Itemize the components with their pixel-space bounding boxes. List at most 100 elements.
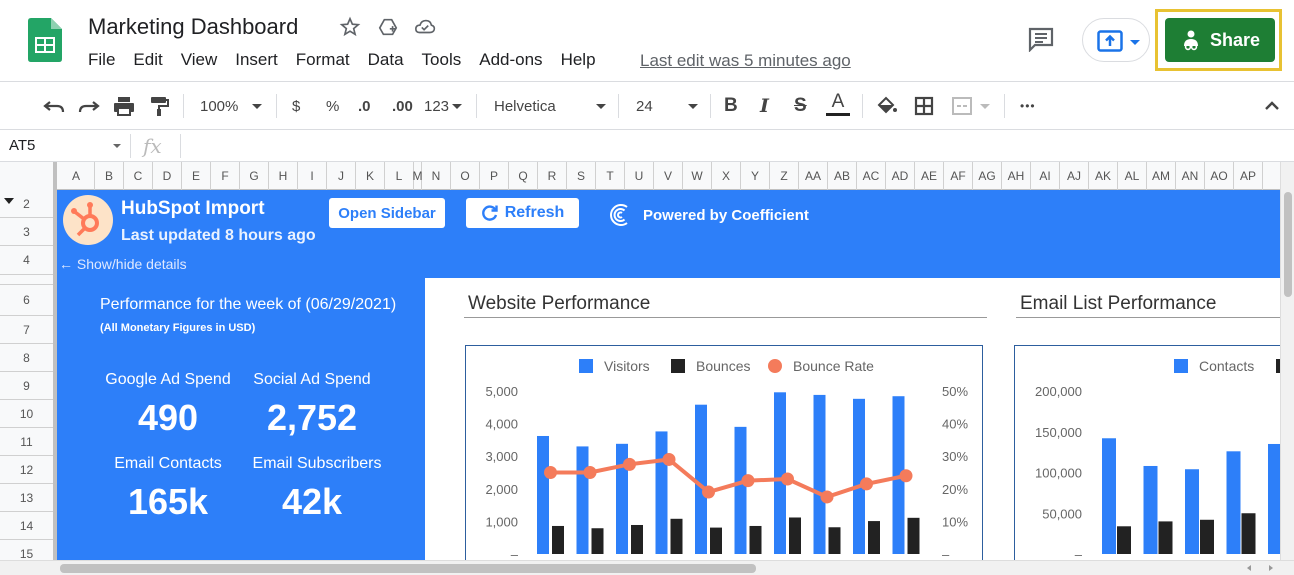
row-header[interactable]: 11 bbox=[0, 428, 53, 456]
column-header[interactable]: E bbox=[182, 162, 211, 190]
row-header[interactable] bbox=[0, 275, 53, 285]
column-header[interactable]: AE bbox=[915, 162, 944, 190]
column-header[interactable]: L bbox=[385, 162, 414, 190]
row-header[interactable]: 4 bbox=[0, 246, 53, 275]
column-header[interactable]: V bbox=[654, 162, 683, 190]
menu-add-ons[interactable]: Add-ons bbox=[479, 50, 543, 69]
row-group-toggle-icon[interactable] bbox=[4, 198, 14, 204]
zoom-select[interactable]: 100% bbox=[200, 94, 263, 118]
column-header[interactable]: AG bbox=[973, 162, 1002, 190]
column-header[interactable]: Z bbox=[770, 162, 799, 190]
horizontal-scroll-thumb[interactable] bbox=[60, 564, 756, 573]
column-header[interactable]: I bbox=[298, 162, 327, 190]
italic-button[interactable]: I bbox=[760, 95, 769, 117]
borders-icon[interactable] bbox=[912, 94, 936, 118]
fill-color-icon[interactable] bbox=[874, 94, 898, 118]
website-performance-chart[interactable]: 5,000 4,000 3,000 2,000 1,000 – 50% 40% 30% 20% 10… bbox=[465, 345, 983, 560]
column-header[interactable]: AN bbox=[1176, 162, 1205, 190]
column-header[interactable]: Y bbox=[741, 162, 770, 190]
column-header[interactable]: AB bbox=[828, 162, 857, 190]
column-header[interactable]: O bbox=[451, 162, 480, 190]
menu-help[interactable]: Help bbox=[560, 50, 596, 69]
scroll-right-icon[interactable] bbox=[1266, 563, 1276, 573]
column-header[interactable]: N bbox=[422, 162, 451, 190]
redo-icon[interactable] bbox=[77, 94, 101, 118]
column-header[interactable]: M bbox=[413, 162, 423, 190]
row-header[interactable]: 6 bbox=[0, 285, 53, 316]
column-header[interactable]: G bbox=[240, 162, 269, 190]
column-header[interactable]: S bbox=[567, 162, 596, 190]
row-header[interactable]: 8 bbox=[0, 344, 53, 372]
vertical-scroll-thumb[interactable] bbox=[1284, 192, 1292, 297]
column-header[interactable]: Q bbox=[509, 162, 538, 190]
menu-insert[interactable]: Insert bbox=[235, 50, 278, 69]
column-header[interactable]: J bbox=[327, 162, 356, 190]
column-header[interactable]: X bbox=[712, 162, 741, 190]
bold-button[interactable]: B bbox=[724, 95, 738, 116]
column-header[interactable]: D bbox=[153, 162, 182, 190]
share-button[interactable]: Share bbox=[1165, 18, 1275, 62]
column-header[interactable]: AC bbox=[857, 162, 886, 190]
menu-tools[interactable]: Tools bbox=[421, 50, 462, 69]
scroll-left-icon[interactable] bbox=[1244, 563, 1254, 573]
comments-icon[interactable] bbox=[1027, 26, 1055, 52]
menu-view[interactable]: View bbox=[180, 50, 218, 69]
menu-file[interactable]: File bbox=[88, 50, 116, 69]
percent-format-button[interactable]: % bbox=[326, 97, 340, 115]
column-header[interactable]: AJ bbox=[1060, 162, 1089, 190]
column-header[interactable]: U bbox=[625, 162, 654, 190]
open-sidebar-button[interactable]: Open Sidebar bbox=[329, 198, 445, 228]
row-header[interactable]: 13 bbox=[0, 484, 53, 512]
more-tools-button[interactable]: ••• bbox=[1020, 99, 1036, 113]
font-size-select[interactable]: 24 bbox=[636, 94, 698, 118]
column-header[interactable]: P bbox=[480, 162, 509, 190]
sheet-grid[interactable]: HubSpot Import Last updated 8 hours ago … bbox=[57, 190, 1280, 560]
column-header[interactable]: C bbox=[124, 162, 153, 190]
cloud-saved-icon[interactable] bbox=[414, 16, 436, 38]
column-header[interactable]: A bbox=[58, 162, 95, 190]
increase-decimals-button[interactable]: .00 bbox=[392, 97, 413, 115]
refresh-button[interactable]: Refresh bbox=[466, 198, 579, 228]
column-header[interactable]: AD bbox=[886, 162, 915, 190]
currency-format-button[interactable]: $ bbox=[292, 97, 301, 115]
move-to-drive-icon[interactable] bbox=[377, 16, 399, 38]
column-header[interactable]: AH bbox=[1002, 162, 1031, 190]
row-header[interactable]: 12 bbox=[0, 456, 53, 484]
show-hide-details-link[interactable]: ← Show/hide details bbox=[59, 256, 187, 272]
menu-data[interactable]: Data bbox=[367, 50, 404, 69]
row-header[interactable]: 10 bbox=[0, 400, 53, 428]
row-header[interactable]: 9 bbox=[0, 372, 53, 400]
column-header[interactable]: AF bbox=[944, 162, 973, 190]
column-header[interactable]: F bbox=[211, 162, 240, 190]
vertical-scrollbar[interactable] bbox=[1280, 162, 1294, 560]
last-edit-link[interactable]: Last edit was 5 minutes ago bbox=[640, 51, 851, 70]
horizontal-scrollbar[interactable] bbox=[0, 560, 1294, 575]
column-header[interactable]: AM bbox=[1147, 162, 1176, 190]
column-header[interactable]: R bbox=[538, 162, 567, 190]
menu-edit[interactable]: Edit bbox=[133, 50, 163, 69]
column-header[interactable]: W bbox=[683, 162, 712, 190]
text-color-button[interactable]: A bbox=[826, 91, 850, 121]
star-icon[interactable] bbox=[339, 16, 361, 38]
row-header[interactable]: 2 bbox=[0, 190, 53, 218]
column-header[interactable]: AP bbox=[1234, 162, 1263, 190]
column-header[interactable]: K bbox=[356, 162, 385, 190]
name-box[interactable]: AT5 bbox=[9, 137, 36, 154]
menu-format[interactable]: Format bbox=[295, 50, 350, 69]
more-formats-select[interactable]: 123 bbox=[424, 94, 463, 118]
row-header[interactable]: 14 bbox=[0, 512, 53, 540]
strikethrough-button[interactable]: S bbox=[794, 95, 807, 116]
column-header[interactable]: AO bbox=[1205, 162, 1234, 190]
row-header[interactable]: 3 bbox=[0, 218, 53, 246]
column-header[interactable]: AL bbox=[1118, 162, 1147, 190]
column-header[interactable]: T bbox=[596, 162, 625, 190]
paint-format-icon[interactable] bbox=[147, 94, 171, 118]
chevron-down-icon[interactable] bbox=[113, 144, 121, 148]
sheets-logo-icon[interactable] bbox=[28, 18, 62, 62]
column-header[interactable]: AA bbox=[799, 162, 828, 190]
chevron-up-icon[interactable] bbox=[1262, 94, 1282, 118]
print-icon[interactable] bbox=[112, 94, 136, 118]
column-header[interactable]: B bbox=[95, 162, 124, 190]
email-list-performance-chart[interactable]: 200,000 150,000 100,000 50,000 – Contacts bbox=[1014, 345, 1280, 560]
document-title[interactable]: Marketing Dashboard bbox=[88, 14, 299, 39]
